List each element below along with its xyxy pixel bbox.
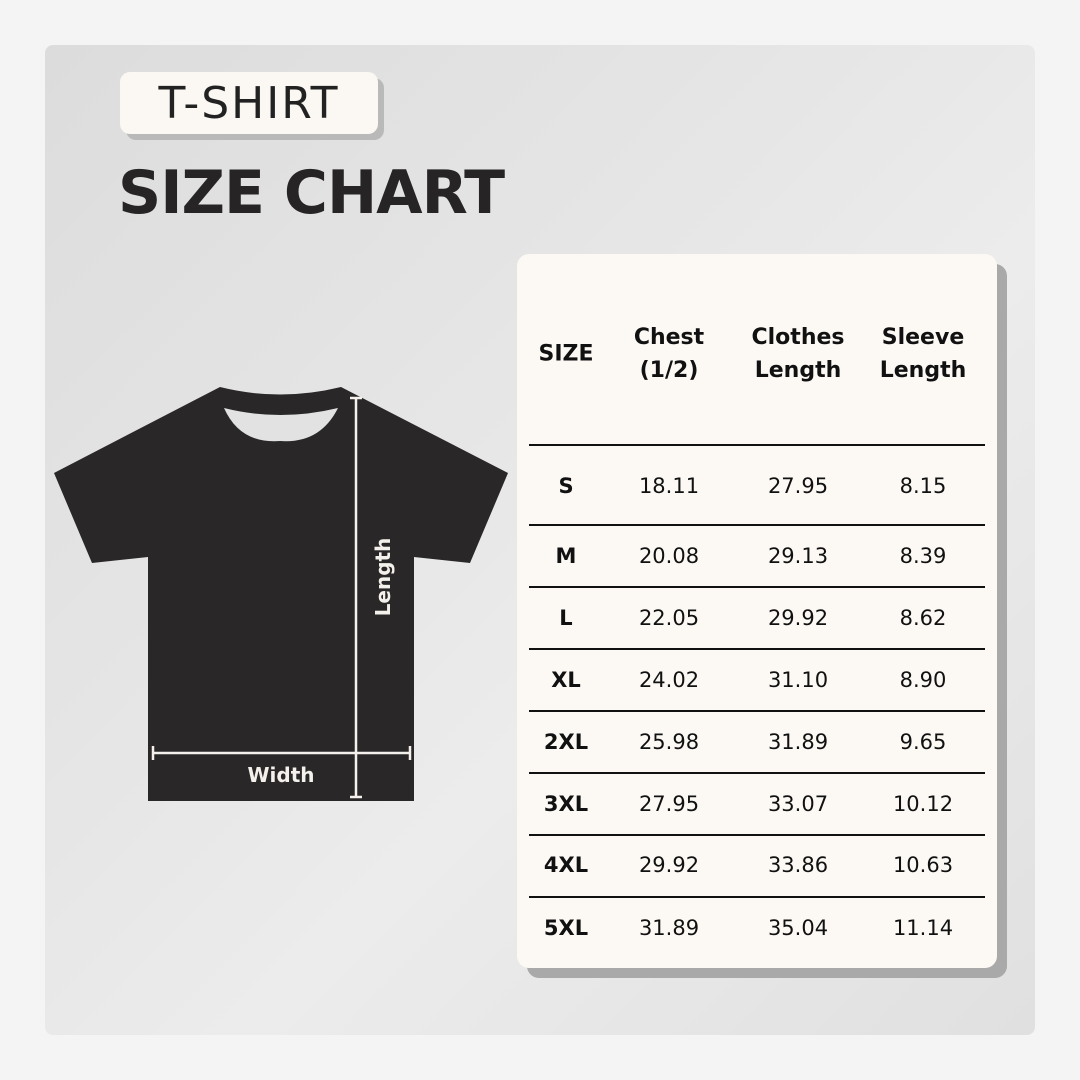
tshirt-shape bbox=[54, 387, 508, 801]
row-divider bbox=[529, 710, 985, 712]
row-divider bbox=[529, 772, 985, 774]
cell-sleeve-length: 11.14 bbox=[892, 916, 954, 940]
cell-size: 3XL bbox=[543, 792, 589, 816]
size-table: SIZE Chest (1/2) Clothes Length Sleeve L… bbox=[517, 254, 997, 968]
row-divider bbox=[529, 896, 985, 898]
header-text: SIZE bbox=[538, 341, 594, 367]
header-sleeve-length: Sleeve Length bbox=[880, 321, 967, 387]
header-text: Length bbox=[879, 358, 967, 383]
tshirt-neck-opening bbox=[224, 408, 338, 442]
cell-sleeve-length: 9.65 bbox=[899, 730, 947, 754]
cell-clothes-length: 31.10 bbox=[767, 668, 829, 692]
cell-clothes-length: 31.89 bbox=[767, 730, 829, 754]
cell-clothes-length: 27.95 bbox=[767, 474, 829, 498]
header-text: Length bbox=[754, 358, 842, 383]
width-measure-line bbox=[151, 746, 412, 760]
header-text: Clothes bbox=[751, 325, 845, 350]
cell-size: M bbox=[555, 544, 577, 568]
cell-chest: 29.92 bbox=[638, 853, 700, 877]
cell-sleeve-length: 10.63 bbox=[892, 853, 954, 877]
cell-chest: 18.11 bbox=[638, 474, 700, 498]
length-measure-line bbox=[350, 396, 362, 799]
row-divider bbox=[529, 444, 985, 446]
header-text: Sleeve bbox=[881, 325, 965, 350]
cell-sleeve-length: 8.62 bbox=[899, 606, 947, 630]
cell-clothes-length: 29.13 bbox=[767, 544, 829, 568]
header-size: SIZE bbox=[538, 338, 593, 371]
row-divider bbox=[529, 834, 985, 836]
row-divider bbox=[529, 648, 985, 650]
cell-sleeve-length: 10.12 bbox=[892, 792, 954, 816]
cell-clothes-length: 29.92 bbox=[767, 606, 829, 630]
cell-sleeve-length: 8.15 bbox=[899, 474, 947, 498]
cell-size: 4XL bbox=[543, 853, 589, 877]
header-chest: Chest (1/2) bbox=[634, 321, 704, 387]
cell-chest: 20.08 bbox=[638, 544, 700, 568]
cell-size: S bbox=[558, 474, 574, 498]
length-label: Length bbox=[371, 538, 395, 617]
cell-chest: 31.89 bbox=[638, 916, 700, 940]
cell-clothes-length: 33.07 bbox=[767, 792, 829, 816]
cell-size: XL bbox=[551, 668, 581, 692]
header-text: Chest bbox=[633, 325, 705, 350]
cell-size: 2XL bbox=[543, 730, 589, 754]
product-badge: T-SHIRT bbox=[120, 72, 378, 134]
row-divider bbox=[529, 524, 985, 526]
cell-chest: 22.05 bbox=[638, 606, 700, 630]
cell-sleeve-length: 8.90 bbox=[899, 668, 947, 692]
cell-size: 5XL bbox=[543, 916, 589, 940]
cell-chest: 27.95 bbox=[638, 792, 700, 816]
cell-sleeve-length: 8.39 bbox=[899, 544, 947, 568]
header-clothes-length: Clothes Length bbox=[752, 321, 845, 387]
cell-chest: 25.98 bbox=[638, 730, 700, 754]
cell-size: L bbox=[559, 606, 573, 630]
page-title: SIZE CHART bbox=[118, 158, 505, 228]
header-text: (1/2) bbox=[639, 358, 699, 383]
row-divider bbox=[529, 586, 985, 588]
width-label: Width bbox=[247, 763, 314, 787]
cell-chest: 24.02 bbox=[638, 668, 700, 692]
cell-clothes-length: 33.86 bbox=[767, 853, 829, 877]
cell-clothes-length: 35.04 bbox=[767, 916, 829, 940]
